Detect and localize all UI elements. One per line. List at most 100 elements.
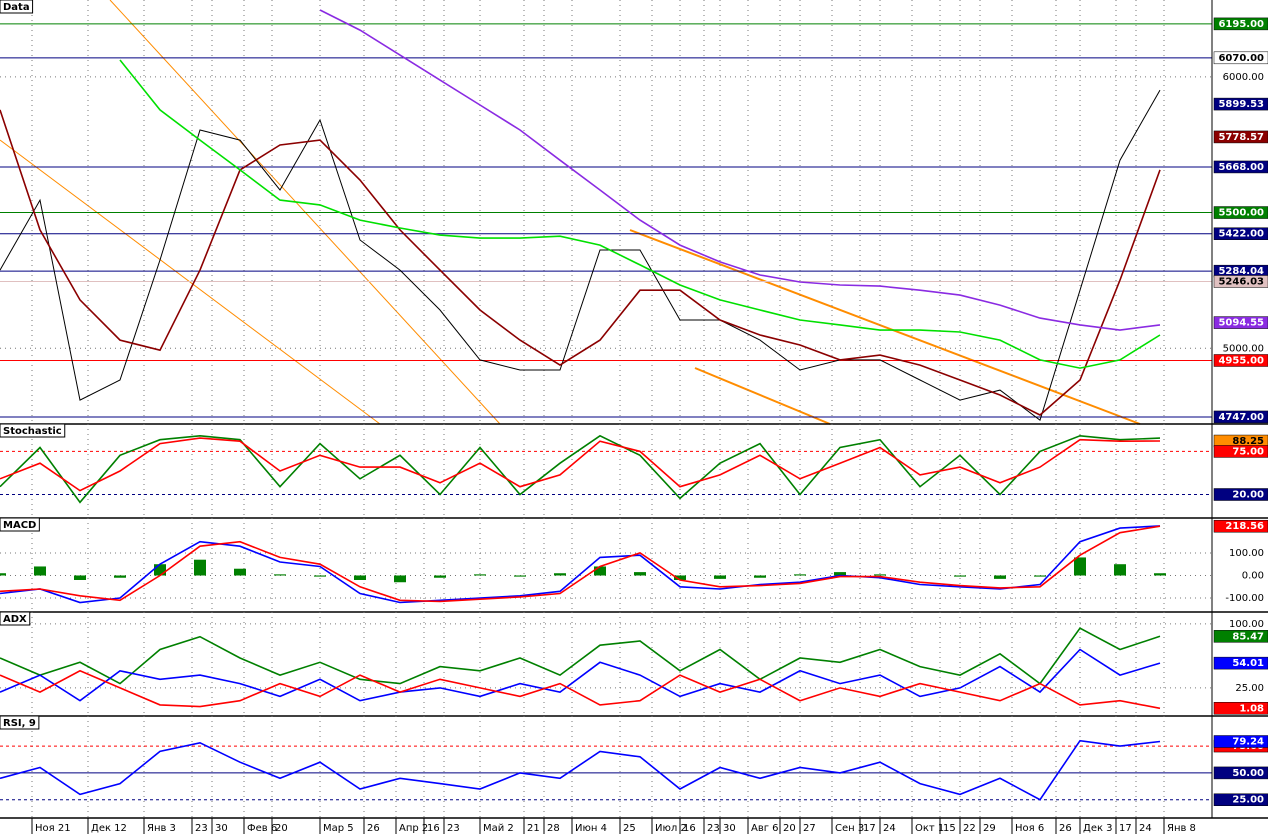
y-tick-label: 25.00	[1235, 683, 1264, 694]
histogram-bar	[594, 566, 606, 576]
y-tick-label: 100.00	[1229, 548, 1264, 559]
x-tick-label: 16	[427, 823, 440, 834]
x-tick-label: 30	[723, 823, 736, 834]
x-tick-label: Янв 8	[1167, 823, 1196, 834]
x-tick-label: 30	[215, 823, 228, 834]
x-tick-label: 24	[883, 823, 896, 834]
price-label: 85.47	[1232, 631, 1264, 642]
price-label-box	[1213, 519, 1268, 533]
histogram-bar	[994, 575, 1006, 579]
price-label: 4955.00	[1218, 355, 1264, 366]
x-tick-label: Сен 3	[835, 823, 864, 834]
price-label: 6195.00	[1218, 19, 1264, 30]
x-tick-label: 26	[1059, 823, 1072, 834]
series-line	[0, 525, 1161, 603]
trend-line	[694, 367, 831, 425]
price-label-box	[1213, 488, 1268, 501]
x-tick-label: 23	[447, 823, 460, 834]
y-tick-label: 6000.00	[1223, 72, 1264, 83]
x-tick-label: 28	[547, 823, 560, 834]
histogram-bar	[394, 575, 406, 583]
price-label-box	[1213, 445, 1268, 458]
x-tick-label: Окт 1	[915, 823, 944, 834]
price-label-box	[1213, 410, 1268, 424]
histogram-bar	[674, 575, 686, 580]
histogram-bar	[274, 574, 286, 576]
series-line	[0, 525, 1161, 604]
histogram-bar	[0, 573, 6, 576]
panel-title: Data	[3, 2, 30, 13]
price-label-box	[1213, 97, 1268, 111]
price-label: 5422.00	[1218, 229, 1264, 240]
x-tick-label: 27	[803, 823, 816, 834]
price-label: 54.01	[1232, 658, 1264, 669]
panel: 6000.00 5000.00 6195.00 6070.00 5899.53 5778.…	[0, 0, 1268, 425]
x-tick-label: Мар 5	[323, 823, 354, 834]
histogram-bar	[834, 572, 846, 576]
panel-title-box	[0, 0, 34, 14]
histogram-bar	[474, 574, 486, 576]
histogram-bar	[794, 574, 806, 576]
panel: 100.00 25.00 85.47 54.01 1.08 ADX	[0, 611, 1268, 717]
price-label-box	[1213, 793, 1268, 806]
price-label-box	[1213, 766, 1268, 780]
price-label: 79.24	[1232, 737, 1264, 748]
x-tick-label: 17	[1119, 823, 1132, 834]
panel-title: MACD	[3, 520, 36, 531]
price-label: 5094.55	[1218, 318, 1264, 329]
price-label: 5246.03	[1218, 276, 1264, 287]
x-tick-label: 23	[195, 823, 208, 834]
x-tick-label: Июл 2	[655, 823, 687, 834]
x-tick-label: 24	[1139, 823, 1152, 834]
price-label: 6070.00	[1218, 53, 1264, 64]
panel-title-box	[0, 423, 66, 438]
price-label-box	[1213, 17, 1268, 31]
price-label-box	[1213, 130, 1268, 144]
histogram-bar	[234, 568, 246, 576]
series-line	[0, 669, 1161, 710]
histogram-bar	[554, 573, 566, 576]
histogram-bar	[1154, 573, 1166, 576]
histogram-bar	[1114, 564, 1126, 576]
x-tick-label: 22	[963, 823, 976, 834]
histogram-bar	[114, 575, 126, 578]
histogram-bar	[154, 564, 166, 576]
histogram-bar	[74, 575, 86, 580]
y-tick-label: -100.00	[1225, 593, 1264, 604]
x-tick-label: Авг 6	[751, 823, 779, 834]
price-label: 75.00	[1232, 446, 1264, 457]
x-tick-label: 26	[367, 823, 380, 834]
trend-line	[109, 0, 501, 425]
price-label: 1.08	[1239, 703, 1264, 714]
histogram-bar	[354, 575, 366, 580]
y-tick-label: 0.00	[1242, 570, 1264, 581]
series-line	[0, 434, 1161, 504]
price-label: 5500.00	[1218, 208, 1264, 219]
price-label: 5284.04	[1218, 266, 1264, 277]
y-tick-label: 100.00	[1229, 619, 1264, 630]
price-label-box	[1213, 735, 1268, 748]
histogram-bar	[754, 575, 766, 578]
x-tick-label: 17	[863, 823, 876, 834]
price-label-box	[1213, 51, 1268, 65]
x-tick-label: 21	[527, 823, 540, 834]
price-label: 88.25	[1232, 436, 1264, 447]
panel-title-box	[0, 517, 40, 532]
histogram-bar	[1034, 575, 1046, 577]
x-tick-label: 23	[707, 823, 720, 834]
x-tick-label: 15	[943, 823, 956, 834]
price-label-box	[1213, 160, 1268, 174]
series-line	[0, 109, 1161, 416]
trend-line	[0, 139, 381, 425]
x-tick-label: Ноя 21	[35, 823, 71, 834]
series-line	[319, 9, 1161, 331]
histogram-bar	[34, 566, 46, 576]
series-line	[0, 437, 1161, 492]
x-tick-label: Янв 3	[147, 823, 176, 834]
trend-lines	[0, 0, 1141, 425]
x-tick-label: 20	[275, 823, 288, 834]
x-tick-label: 29	[983, 823, 996, 834]
